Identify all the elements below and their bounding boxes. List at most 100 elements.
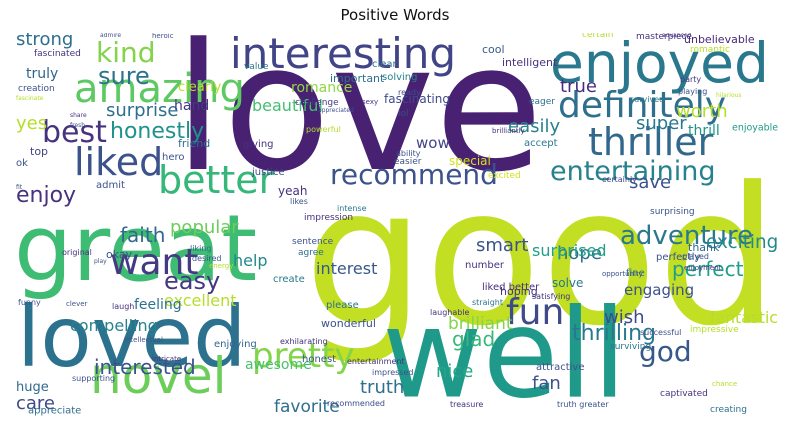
word-opportunity: enjoyment xyxy=(684,264,722,272)
word-honest: enjoying xyxy=(214,339,257,350)
word-cloud: love good well great loved enjoyed inter… xyxy=(12,33,778,416)
word-appreciated: brilliantly xyxy=(492,127,525,135)
word-energy: play xyxy=(94,258,107,265)
word-hero: justice xyxy=(252,167,285,178)
word-successful: surviving xyxy=(610,342,652,352)
word-recommend: recommend xyxy=(330,158,498,191)
word-clever: funny xyxy=(18,298,41,307)
word-appreciate: huge xyxy=(16,380,49,395)
word-well: well xyxy=(382,283,627,416)
word-certainly: surprising xyxy=(650,207,695,217)
word-smart: smart xyxy=(476,235,529,256)
word-loved: loved xyxy=(17,288,247,386)
word-captivated: successful xyxy=(640,328,682,337)
word-masterpiece: certain xyxy=(582,33,614,40)
word-justice: excited xyxy=(488,171,521,181)
word-laugh: supporting xyxy=(72,374,116,383)
word-intricate: truth greater xyxy=(557,400,609,409)
word-novel: novel xyxy=(90,347,227,405)
word-enjoyable: enjoyable xyxy=(732,122,778,133)
word-intelligent: important xyxy=(330,72,385,85)
word-interest: interest xyxy=(316,259,378,278)
word-playing: party xyxy=(680,75,702,84)
word-definitely: definitely xyxy=(558,85,727,126)
word-clearly: clearly xyxy=(178,80,222,95)
word-play: original xyxy=(62,248,92,257)
word-played: satisfying xyxy=(532,292,571,301)
word-amazing: amazing xyxy=(74,66,245,112)
word-adventure: adventure xyxy=(620,221,754,251)
word-satisfying: straight xyxy=(472,298,504,307)
word-honestly: honestly xyxy=(110,119,205,144)
word-surprised: surprised xyxy=(532,241,607,260)
word-important: cool xyxy=(482,43,505,56)
word-creation: value xyxy=(244,62,269,72)
word-fit: energy xyxy=(209,262,234,270)
word-top: friend xyxy=(178,137,211,150)
word-wish: wish xyxy=(604,307,645,328)
word-awesome: awesome xyxy=(245,357,312,373)
word-likes: intense xyxy=(337,204,367,213)
word-challenge: romantic xyxy=(690,45,730,55)
word-pretty: pretty xyxy=(252,336,355,376)
word-share: heroic xyxy=(152,33,174,40)
word-huge: feeling xyxy=(134,297,182,313)
word-liking: exhilarating xyxy=(280,337,328,346)
word-love: love xyxy=(174,33,544,211)
word-chance: sexy xyxy=(362,98,379,106)
word-worth: worth xyxy=(676,101,728,122)
word-recommended: attractive xyxy=(536,362,585,373)
word-enjoying: create xyxy=(273,274,305,285)
word-fantastic: fantastic xyxy=(710,309,778,328)
word-good: good xyxy=(304,147,778,369)
word-romance: romance xyxy=(291,80,353,96)
word-special: intelligent xyxy=(502,56,558,69)
word-creating: captivated xyxy=(660,389,708,399)
word-great: great xyxy=(14,195,258,302)
word-intense: impression xyxy=(304,213,354,223)
word-sure: sure xyxy=(98,62,150,90)
word-hilarious: chance xyxy=(712,380,738,388)
word-fascinated: creation xyxy=(18,84,55,94)
word-truth: truth xyxy=(360,377,405,398)
word-nice: nice xyxy=(436,361,474,382)
word-entertaining: entertaining xyxy=(550,156,716,187)
word-laughable: desired xyxy=(192,254,222,263)
word-sexy: appreciated xyxy=(318,107,354,114)
word-glad: glad xyxy=(452,327,496,351)
word-promise: clever xyxy=(66,300,88,308)
word-truth-greater: treasure xyxy=(450,400,484,409)
word-hand: hand xyxy=(174,98,210,114)
word-survived: playing xyxy=(678,87,708,96)
word-fresh: share xyxy=(70,112,87,119)
word-unbelievable: ok xyxy=(16,158,28,169)
word-liked-better: unbelievable xyxy=(684,33,755,46)
word-funny: laugh xyxy=(112,302,135,311)
word-engaging: special xyxy=(449,154,491,168)
word-impressed: creating xyxy=(710,405,747,415)
word-fun: fun xyxy=(506,292,565,333)
word-care: care xyxy=(16,393,56,414)
word-god: god xyxy=(639,335,692,368)
word-true: true xyxy=(560,76,597,97)
word-award: admire xyxy=(100,33,122,39)
word-feeling: thrill xyxy=(688,123,720,139)
word-save: save xyxy=(629,172,672,193)
cloud-title: Positive Words xyxy=(340,6,450,24)
word-okay: top xyxy=(30,145,49,158)
word-liked: liked xyxy=(74,140,164,184)
word-exhilarating: sentence xyxy=(292,237,334,247)
word-desired: liking xyxy=(190,244,212,253)
word-agree: likes xyxy=(290,197,308,206)
word-original: intellectual xyxy=(124,336,163,344)
word-enjoyed: enjoyed xyxy=(550,33,769,95)
word-brilliant: brilliant xyxy=(448,314,513,334)
word-thank: number xyxy=(465,260,505,271)
word-favorite: favorite xyxy=(274,397,340,416)
word-best: best xyxy=(42,115,107,150)
word-ok: okay xyxy=(106,248,133,261)
word-number: fine xyxy=(626,268,645,279)
word-thriller: thriller xyxy=(588,120,714,164)
word-excellent: excellent xyxy=(164,291,237,310)
word-lol: clear xyxy=(372,59,397,70)
